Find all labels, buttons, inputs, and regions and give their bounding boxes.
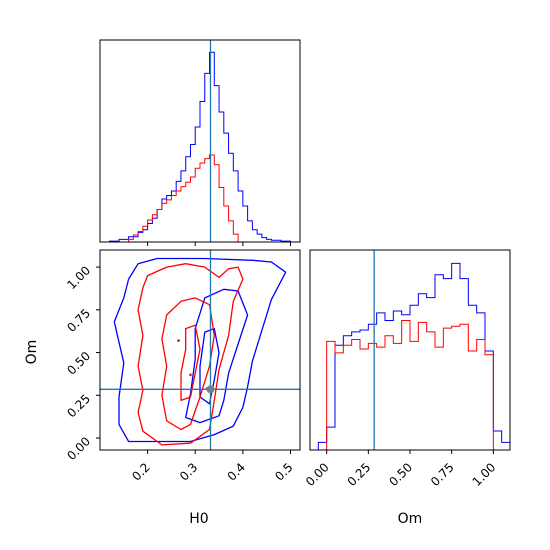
y-tick-label-om: 0.00: [64, 434, 93, 463]
x-tick-label-h0: 0.2: [129, 460, 152, 483]
y-tick-label-om: 0.50: [64, 349, 93, 378]
om-histogram-panel: 0.00 0.25 0.50 0.75 1.00: [303, 249, 511, 489]
red-contour-level-3: [180, 324, 201, 402]
x-axis-label-h0: H0: [189, 511, 208, 527]
blue-contour-level-2: [185, 288, 249, 424]
x-axis-label-om: Om: [398, 511, 423, 527]
sample-point: [177, 339, 180, 342]
red-contour-level-1: [137, 263, 244, 446]
x-tick-label-om: 0.50: [386, 460, 415, 489]
x-tick-label-h0: 0.4: [225, 460, 248, 483]
om-hist-area: [317, 262, 510, 450]
truth-marker: [206, 385, 215, 394]
y-axis-label-om: Om: [24, 340, 40, 365]
y-tick-label-om: 1.00: [64, 263, 93, 292]
om-hist-red: [326, 319, 494, 450]
red-contour-level-2: [161, 297, 215, 431]
blue-contour-level-1: [113, 257, 287, 443]
x-tick-label-om: 1.00: [470, 460, 499, 489]
om-hist-blue: [317, 262, 510, 450]
contour-area: [113, 257, 287, 446]
axes-frame: [309, 249, 511, 451]
x-tick-label-h0: 0.5: [272, 460, 295, 483]
axes-frame: [99, 39, 301, 243]
sample-point: [189, 373, 192, 377]
x-tick-label-om: 0.75: [428, 460, 457, 489]
h0-histogram-panel: [99, 39, 301, 246]
h0-hist-blue: [109, 51, 291, 242]
y-tick-label-om: 0.25: [64, 392, 93, 421]
x-tick-label-om: 0.00: [303, 460, 332, 489]
h0-om-contour-panel: 0.2 0.3 0.4 0.5 0.00 0.25 0.50 0.75 1.00: [64, 249, 301, 484]
y-tick-label-om: 0.75: [64, 306, 93, 335]
axes-frame: [99, 249, 301, 451]
x-tick-label-h0: 0.3: [177, 460, 200, 483]
x-tick-label-om: 0.25: [345, 460, 374, 489]
h0-hist-red: [128, 154, 239, 242]
